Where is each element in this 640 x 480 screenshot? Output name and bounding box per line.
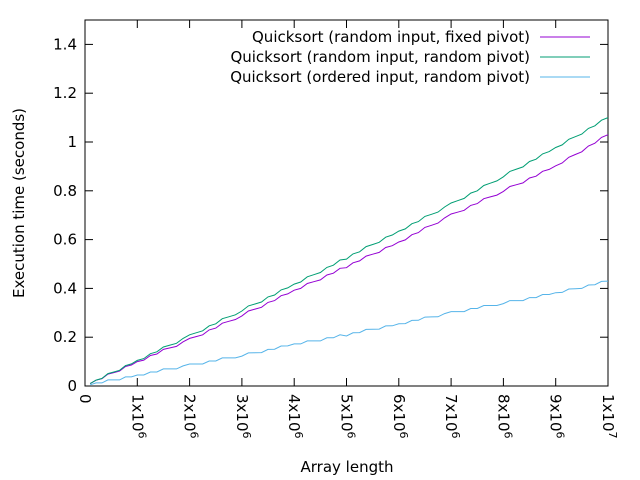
x-tick-label: 7x106	[442, 394, 462, 439]
legend: Quicksort (random input, fixed pivot) Qui…	[230, 28, 590, 86]
x-tick-exponent: 6	[135, 432, 148, 439]
x-tick-exponent: 6	[292, 432, 305, 439]
x-tick-label: 6x106	[390, 394, 410, 439]
x-tick-exponent: 6	[188, 432, 201, 439]
y-tick-label: 1	[67, 133, 77, 151]
x-tick-mantissa: 1x10	[599, 394, 617, 432]
legend-label-1: Quicksort (random input, fixed pivot)	[252, 28, 530, 46]
x-tick-exponent: 6	[240, 432, 253, 439]
x-tick-mantissa: 8x10	[494, 394, 512, 432]
x-tick-label: 5x106	[338, 394, 358, 439]
x-tick-label: 1x106	[128, 394, 148, 439]
x-tick-exponent: 6	[397, 432, 410, 439]
x-tick-exponent: 6	[345, 432, 358, 439]
x-tick-label: 3x106	[233, 394, 253, 439]
y-tick-label: 0	[67, 377, 77, 395]
series-line-2	[89, 117, 609, 385]
x-axis-label: Array length	[301, 458, 394, 476]
legend-label-3: Quicksort (ordered input, random pivot)	[230, 68, 530, 86]
x-tick-exponent: 6	[554, 432, 567, 439]
x-tick-exponent: 6	[501, 432, 514, 439]
x-tick-label: 4x106	[285, 394, 305, 439]
x-tick-mantissa: 3x10	[233, 394, 251, 432]
legend-label-2: Quicksort (random input, random pivot)	[230, 48, 530, 66]
y-tick-label: 1.4	[53, 35, 77, 53]
x-tick-mantissa: 4x10	[285, 394, 303, 432]
x-tick-mantissa: 5x10	[338, 394, 356, 432]
series-line-1	[89, 134, 609, 385]
y-axis-ticks: 0 0.2 0.4 0.6 0.8 1 1.2 1.4	[53, 35, 608, 395]
x-tick-label: 8x106	[494, 394, 514, 439]
x-tick-mantissa: 7x10	[442, 394, 460, 432]
x-tick-mantissa: 9x10	[547, 394, 565, 432]
y-tick-label: 0.8	[53, 182, 77, 200]
y-axis-label: Execution time (seconds)	[10, 108, 28, 298]
x-tick-label: 2x106	[181, 394, 201, 439]
x-tick-label: 0	[76, 394, 94, 404]
x-tick-label: 1x107	[599, 394, 619, 439]
x-tick-mantissa: 1x10	[128, 394, 146, 432]
x-tick-exponent: 6	[449, 432, 462, 439]
x-tick-mantissa: 2x10	[181, 394, 199, 432]
series-lines	[89, 117, 609, 386]
y-tick-label: 0.4	[53, 279, 77, 297]
x-axis-ticks: 0 1x1062x1063x1064x1065x1066x1067x1068x10…	[76, 20, 619, 439]
x-tick-label: 9x106	[547, 394, 567, 439]
x-tick-exponent: 7	[606, 432, 619, 439]
y-tick-label: 0.2	[53, 328, 77, 346]
x-tick-mantissa: 6x10	[390, 394, 408, 432]
y-tick-label: 0.6	[53, 231, 77, 249]
y-tick-label: 1.2	[53, 84, 77, 102]
x-tick-mantissa: 0	[76, 394, 94, 404]
series-line-3	[90, 280, 609, 386]
